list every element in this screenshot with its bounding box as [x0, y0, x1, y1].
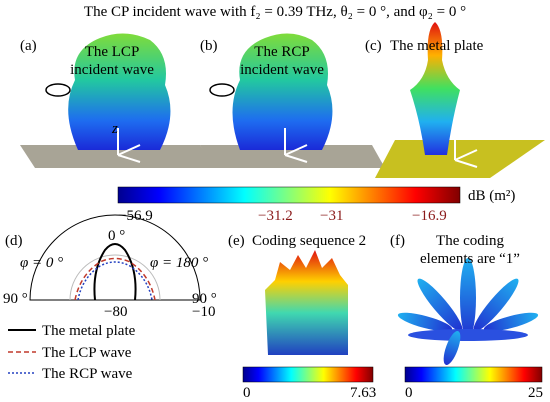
panel-label: The metal plate: [390, 38, 484, 54]
rotation-arrow: [45, 83, 71, 97]
plate: [20, 145, 215, 168]
colorbar: [117, 186, 461, 204]
panel-label: The coding: [436, 233, 504, 249]
colorbar-label: 0: [243, 385, 251, 401]
legend-label: The LCP wave: [42, 345, 132, 361]
panel-tag: (f): [390, 233, 405, 249]
colorbar-label: −31.2: [258, 208, 293, 224]
scatter-pattern: [265, 250, 348, 355]
polar-label: −10: [192, 304, 215, 320]
colorbar: [242, 366, 374, 383]
scatter-pattern: [232, 33, 333, 150]
polar-curve: [74, 257, 156, 301]
axes-glyph: [117, 128, 141, 163]
colorbar-label: −31: [320, 208, 343, 224]
rotation-arrow: [209, 83, 235, 97]
polar-label: φ = 0 °: [20, 255, 63, 271]
colorbar-label: 7.63: [350, 385, 376, 401]
polar-label: 90 °: [192, 291, 217, 307]
scatter-pattern: [410, 22, 460, 155]
axis-label: z: [111, 121, 118, 137]
panel-tag: (d): [5, 233, 23, 249]
panel-tag: (c): [365, 38, 382, 54]
panel-label: Coding sequence 2: [252, 233, 366, 249]
colorbar-label: −16.9: [412, 208, 447, 224]
polar-label: φ = 180 °: [150, 255, 208, 271]
axes-glyph: [284, 128, 308, 163]
polar-label: 0 °: [108, 228, 125, 244]
axes-glyph: [454, 135, 478, 168]
panel-tag: (a): [20, 38, 37, 54]
legend-label: The RCP wave: [42, 366, 133, 382]
colorbar-unit: dB (m²): [468, 188, 515, 204]
panel-label: incident wave: [240, 62, 324, 78]
polar-label: −80: [104, 304, 127, 320]
panel-tag: (e): [228, 233, 245, 249]
scatter-pattern: [397, 258, 539, 366]
polar-curve: [93, 243, 137, 301]
panel-label: elements are “1”: [420, 251, 520, 267]
colorbar: [404, 366, 543, 383]
polar-curve: [77, 261, 153, 301]
legend-label: The metal plate: [42, 323, 136, 339]
colorbar-label: 25: [528, 385, 543, 401]
panel-label: The LCP: [85, 44, 140, 60]
panel-label: The RCP: [254, 44, 309, 60]
panel-label: incident wave: [70, 62, 154, 78]
figure-title: The CP incident wave with f₂ = 0.39 THz,…: [84, 4, 466, 20]
panel-tag: (b): [200, 38, 218, 54]
colorbar-label: 0: [405, 385, 413, 401]
polar-label: 90 °: [3, 291, 28, 307]
polar-grid: [69, 254, 161, 301]
scatter-pattern: [68, 33, 171, 150]
plate: [375, 140, 545, 178]
polar-frame: [29, 214, 201, 301]
